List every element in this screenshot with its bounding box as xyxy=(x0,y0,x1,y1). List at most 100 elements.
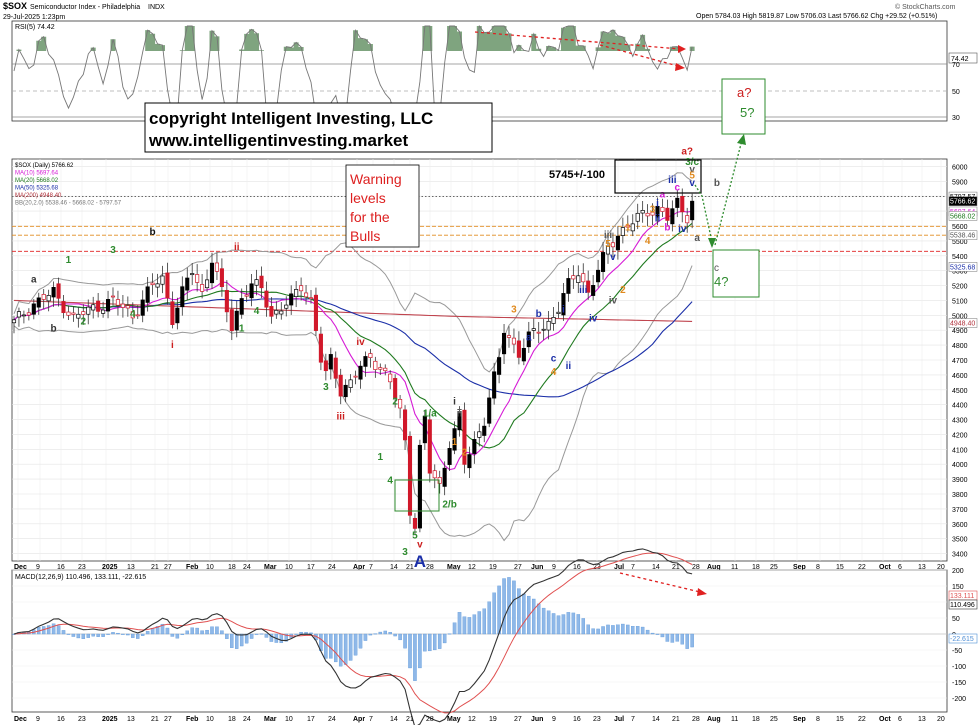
candle-body xyxy=(150,282,155,285)
candle-body xyxy=(244,294,249,297)
x-tick-label-bottom: 21 xyxy=(406,716,414,723)
candle xyxy=(234,301,239,338)
candle xyxy=(36,292,41,315)
candle-body xyxy=(304,292,309,298)
macd-histogram-bar xyxy=(358,633,363,649)
candle xyxy=(323,353,328,381)
macd-histogram-bar xyxy=(556,615,561,635)
candle xyxy=(96,292,101,318)
candle-body xyxy=(91,304,96,311)
candle xyxy=(51,281,56,307)
candle xyxy=(388,370,393,390)
candle-body xyxy=(348,379,353,388)
candle-body xyxy=(660,207,665,212)
wave-label: ii xyxy=(457,409,463,420)
candle xyxy=(665,199,670,226)
x-tick-label-bottom: 24 xyxy=(328,716,336,723)
candle xyxy=(269,297,274,324)
candle-body xyxy=(596,269,601,283)
macd-histogram-bar xyxy=(660,633,665,638)
macd-histogram-bar xyxy=(46,625,51,635)
x-tick-label-bottom: May xyxy=(447,716,461,723)
candle xyxy=(155,273,160,298)
wave-label: iii xyxy=(579,285,588,296)
x-tick-label: Feb xyxy=(186,564,198,571)
price-tick-label: 4600 xyxy=(952,373,968,380)
macd-histogram-bar xyxy=(467,617,472,635)
candle-body xyxy=(328,354,333,370)
x-tick-label: 14 xyxy=(390,564,398,571)
x-tick-label-bottom: Apr xyxy=(353,716,365,723)
x-tick-label-bottom: 15 xyxy=(836,716,844,723)
candle-body xyxy=(447,448,452,465)
macd-histogram-bar xyxy=(135,633,140,639)
rsi-divergence-arrow-1 xyxy=(474,31,681,50)
wave-label: v xyxy=(610,252,616,263)
candle-body xyxy=(358,365,363,380)
forecast-arrow-up xyxy=(737,134,746,145)
wave-label: 3 xyxy=(323,382,329,393)
wave-label: iv xyxy=(356,337,365,348)
macd-divergence-arrow xyxy=(619,572,701,593)
wave-label: 1 xyxy=(378,452,384,463)
wave-label: 4 xyxy=(254,306,260,317)
macd-line xyxy=(13,548,693,725)
candle-body xyxy=(383,367,388,372)
candle-body xyxy=(343,384,348,398)
candle-body xyxy=(576,275,581,283)
candle-body xyxy=(482,425,487,436)
macd-histogram-bar xyxy=(140,633,145,636)
candle-body xyxy=(650,211,655,216)
candle-body xyxy=(219,268,224,288)
macd-histogram-bar xyxy=(86,633,91,638)
candle xyxy=(407,431,413,524)
x-tick-label-bottom: Jun xyxy=(531,716,543,723)
candle-body xyxy=(462,409,467,465)
bollinger-upper xyxy=(13,172,693,373)
candle-body xyxy=(46,295,51,302)
price-panel: 6000590058005700560055005400530052005100… xyxy=(11,78,978,571)
candle-body xyxy=(680,195,685,213)
wave-label: b xyxy=(150,227,156,238)
macd-hist-value: -22.615 xyxy=(950,636,974,643)
candle xyxy=(86,299,91,325)
candle xyxy=(294,280,299,308)
x-tick-label-bottom: 20 xyxy=(937,716,945,723)
candle-body xyxy=(373,360,378,370)
candle-body xyxy=(313,294,319,331)
candle-body xyxy=(610,242,616,248)
x-tick-label-bottom: 10 xyxy=(206,716,214,723)
candle xyxy=(145,277,150,312)
x-tick-label-bottom: 11 xyxy=(731,716,738,723)
wave-label: 5 xyxy=(689,170,695,181)
candle xyxy=(130,302,135,325)
candle xyxy=(378,363,383,376)
x-tick-label: 28 xyxy=(692,564,700,571)
legend-entry: MA(50) 5325.68 xyxy=(15,186,59,192)
candle xyxy=(368,348,373,368)
candle xyxy=(531,318,536,340)
candle xyxy=(254,269,259,296)
candle-body xyxy=(388,373,393,383)
wave-label: b xyxy=(714,178,720,189)
wave-label: 5 xyxy=(412,531,418,542)
candle xyxy=(487,389,492,428)
candle-body xyxy=(407,435,413,516)
macd-label: MACD(12,26,9) 110.496, 133.111, -22.615 xyxy=(15,574,146,581)
macd-value: 110.496 xyxy=(950,602,975,609)
x-tick-label-bottom: 16 xyxy=(573,716,581,723)
price-tick-label: 5500 xyxy=(952,239,968,246)
candle xyxy=(229,299,234,341)
macd-histogram-bar xyxy=(329,633,333,659)
x-tick-label: 15 xyxy=(836,564,844,571)
candle xyxy=(457,406,462,437)
candle xyxy=(338,368,343,405)
macd-histogram-bar xyxy=(269,633,274,642)
macd-tick-label: -200 xyxy=(952,696,966,703)
candle-body xyxy=(531,328,536,331)
candle xyxy=(363,351,368,377)
candle-body xyxy=(497,357,502,375)
macd-histogram-bar xyxy=(101,633,105,637)
wave-label: 4 xyxy=(551,367,557,378)
price-tick-label: 5400 xyxy=(952,254,968,261)
